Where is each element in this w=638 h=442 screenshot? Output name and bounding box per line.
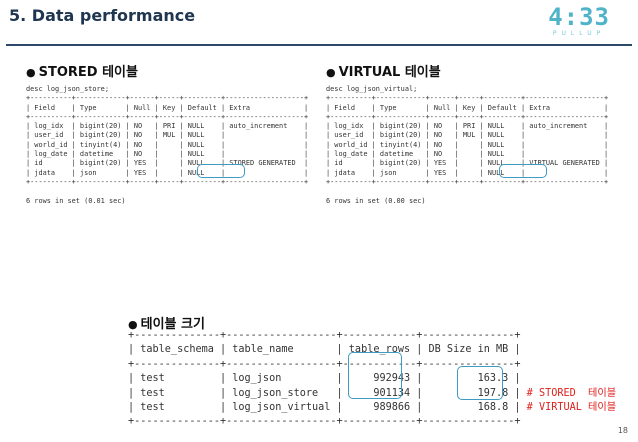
table-row: | user_id | bigint(20) | NO | MUL | NULL…	[26, 131, 309, 140]
virtual-footer: 6 rows in set (0.00 sec)	[326, 196, 426, 205]
table-row: | world_id | tinyint(4) | NO | | NULL | …	[26, 140, 309, 149]
table-row: | log_idx | bigint(20) | NO | PRI | NULL…	[26, 122, 309, 131]
bullet-icon: ●	[326, 66, 336, 79]
table-border: +----------+------------+------+-----+--…	[326, 94, 609, 103]
table-border: +----------+------------+------+-----+--…	[26, 177, 309, 186]
size-heading-text: 테이블 크기	[140, 317, 205, 332]
title-divider	[6, 44, 632, 46]
size-heading: ● 테이블 크기	[128, 313, 205, 332]
table-border: +----------+------------+------+-----+--…	[26, 94, 309, 103]
table-border: +--------------+------------------+-----…	[128, 416, 521, 428]
page-title: 5. Data performance	[9, 6, 196, 25]
virtual-command: desc log_json_virtual;	[326, 85, 418, 93]
table-row: | log_date | datetime | NO | | NULL | |	[26, 150, 309, 159]
row-note: # STORED 테이블	[520, 387, 617, 399]
table-row: | test | log_json | 992943 | 163.3 |	[128, 373, 521, 385]
logo-digits: 4:33	[548, 3, 610, 31]
table-row: | jdata | json | YES | | NULL | |	[26, 168, 309, 177]
virtual-heading-text: VIRTUAL 테이블	[338, 65, 441, 80]
table-row: | log_date | datetime | NO | | NULL | |	[326, 150, 609, 159]
table-header: | Field | Type | Null | Key | Default | …	[26, 103, 309, 112]
bullet-icon: ●	[128, 318, 138, 331]
table-row: | user_id | bigint(20) | NO | MUL | NULL…	[326, 131, 609, 140]
table-header: | Field | Type | Null | Key | Default | …	[326, 103, 609, 112]
table-row: | test | log_json_store | 901134 | 197.8…	[128, 387, 521, 399]
stored-desc-output: desc log_json_store; +----------+-------…	[26, 85, 308, 206]
size-query-output: +--------------+------------------+-----…	[128, 329, 616, 430]
table-border: +--------------+------------------+-----…	[128, 330, 521, 341]
table-header: | table_schema | table_name | table_rows…	[128, 344, 521, 356]
stored-heading: ● STORED 테이블	[26, 61, 138, 80]
logo-subtitle: PULLUP	[552, 30, 606, 37]
bullet-icon: ●	[26, 66, 36, 79]
page-number: 18	[617, 426, 628, 435]
table-row: | log_idx | bigint(20) | NO | PRI | NULL…	[326, 122, 609, 131]
table-border: +----------+------------+------+-----+--…	[26, 112, 309, 121]
table-rows-highlight	[348, 352, 402, 399]
stored-footer: 6 rows in set (0.01 sec)	[26, 196, 126, 205]
note-highlight	[457, 366, 503, 400]
stored-command: desc log_json_store;	[26, 85, 109, 93]
table-row: | id | bigint(20) | YES | | NULL | STORE…	[26, 159, 309, 168]
table-border: +----------+------------+------+-----+--…	[326, 112, 609, 121]
virtual-heading: ● VIRTUAL 테이블	[326, 61, 441, 80]
table-border: +----------+------------+------+-----+--…	[326, 177, 609, 186]
table-row: | test | log_json_virtual | 989866 | 168…	[128, 402, 521, 414]
stored-heading-text: STORED 테이블	[38, 65, 138, 80]
table-row: | jdata | json | YES | | NULL | |	[326, 168, 609, 177]
virtual-desc-output: desc log_json_virtual; +----------+-----…	[326, 85, 608, 206]
virtual-generated-highlight	[499, 164, 547, 178]
brand-logo: 4:33 PULLUP	[548, 4, 610, 37]
stored-generated-highlight	[197, 164, 245, 178]
row-note: # VIRTUAL 테이블	[520, 402, 617, 414]
table-row: | world_id | tinyint(4) | NO | | NULL | …	[326, 140, 609, 149]
table-border: +--------------+------------------+-----…	[128, 358, 521, 370]
table-row: | id | bigint(20) | YES | | NULL | VIRTU…	[326, 159, 609, 168]
